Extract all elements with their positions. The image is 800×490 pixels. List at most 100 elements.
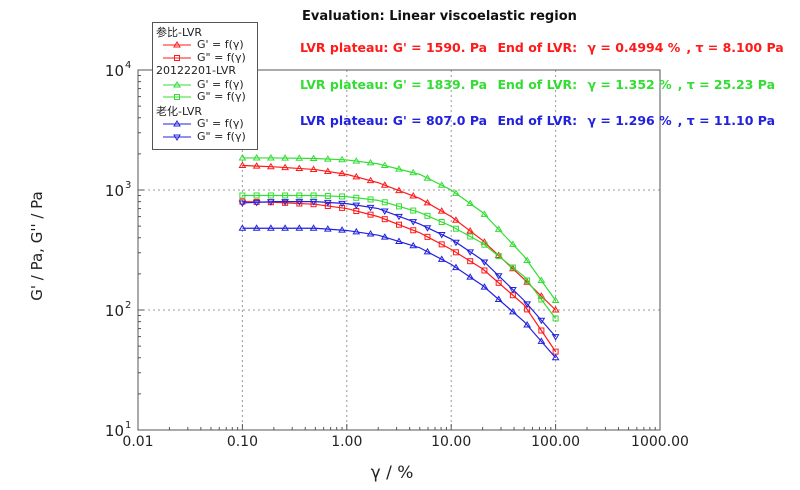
data-point <box>266 199 275 206</box>
series-layer <box>238 153 560 361</box>
lvr-plateau: LVR plateau: G' = 1839. Pa <box>300 77 488 92</box>
data-point <box>423 247 432 255</box>
data-point <box>266 162 275 170</box>
data-point <box>396 203 402 210</box>
data-point <box>253 192 260 199</box>
data-point <box>537 276 546 283</box>
data-point <box>352 227 361 235</box>
data-point <box>323 167 332 174</box>
data-point <box>367 196 374 203</box>
data-point <box>423 174 432 181</box>
lvr-end-label: End of LVR: <box>497 113 578 128</box>
data-point <box>524 277 531 284</box>
data-point <box>438 218 445 225</box>
data-point <box>537 337 546 344</box>
data-point <box>452 239 460 247</box>
data-point <box>395 186 403 194</box>
x-tick-label: 0.01 <box>122 434 153 450</box>
data-point <box>323 155 332 162</box>
lvr-tau: τ = 11.10 Pa <box>686 113 776 128</box>
data-point <box>480 259 489 266</box>
data-point <box>323 225 332 232</box>
data-point <box>466 273 475 280</box>
legend-group-sample: 20122201-LVR <box>156 64 237 77</box>
data-point <box>480 210 489 217</box>
data-point <box>551 306 560 313</box>
data-point <box>467 233 474 240</box>
data-point <box>424 212 431 219</box>
data-point <box>367 211 374 218</box>
x-tick-label: 0.10 <box>227 434 258 450</box>
data-point <box>467 258 474 265</box>
data-point <box>324 202 331 209</box>
series-4 <box>238 224 560 361</box>
data-point <box>295 224 304 231</box>
data-point <box>466 227 475 234</box>
data-point <box>437 255 446 262</box>
y-tick-label: 10 <box>105 62 124 80</box>
data-point <box>481 241 488 248</box>
y-tick-exponent: 1 <box>125 420 131 431</box>
data-point <box>423 225 432 232</box>
data-point <box>281 163 289 171</box>
data-point <box>323 199 332 207</box>
series-1 <box>239 198 559 355</box>
data-point <box>381 216 388 223</box>
lvr-end-label: End of LVR: <box>497 40 578 55</box>
lvr-tau: τ = 8.100 Pa <box>695 40 784 55</box>
data-point <box>281 224 289 231</box>
lvr-plateau: LVR plateau: G' = 807.0 Pa <box>300 113 488 128</box>
x-tick-label: 1.00 <box>331 434 362 450</box>
data-point <box>552 315 559 322</box>
data-point <box>266 153 275 161</box>
data-point <box>410 227 417 234</box>
y-tick-label: 10 <box>105 302 124 320</box>
data-point <box>252 162 261 169</box>
data-point <box>366 176 375 184</box>
data-point <box>537 317 546 325</box>
data-point <box>395 165 403 172</box>
data-point <box>281 154 289 161</box>
data-point <box>480 283 489 290</box>
data-point <box>252 199 261 207</box>
data-point <box>495 253 502 260</box>
x-tick-label: 100.00 <box>531 434 580 450</box>
data-point <box>509 287 517 294</box>
data-point <box>295 154 304 161</box>
lvr-end-label: End of LVR: <box>497 77 578 92</box>
lvr-tau: τ = 25.23 Pa <box>686 77 776 92</box>
x-tick-label: 10.00 <box>431 434 471 450</box>
data-point <box>409 192 418 199</box>
data-point <box>409 219 418 226</box>
y-tick-label: 10 <box>105 182 124 200</box>
data-point <box>452 225 459 232</box>
y-tick-label: 10 <box>105 422 124 440</box>
lvr-gamma: γ = 1.296 % <box>587 113 672 128</box>
series-line <box>242 201 557 352</box>
data-point <box>437 232 446 239</box>
data-point <box>495 279 502 286</box>
data-point <box>481 267 488 274</box>
data-point <box>438 241 445 248</box>
data-point <box>395 213 403 221</box>
y-tick-exponent: 3 <box>125 180 131 191</box>
data-point <box>494 273 503 280</box>
data-point <box>409 241 418 249</box>
data-point <box>238 224 247 231</box>
data-point <box>551 334 560 341</box>
data-point <box>380 181 389 188</box>
data-point <box>338 155 346 163</box>
data-point <box>296 200 303 207</box>
y-tick-exponent: 4 <box>125 60 131 71</box>
data-point <box>523 321 532 328</box>
data-point <box>538 327 545 334</box>
data-point <box>238 153 247 161</box>
legend-group-reference: 参比-LVR <box>156 26 203 39</box>
data-point <box>466 249 475 256</box>
data-point <box>267 192 274 199</box>
data-point <box>309 165 318 172</box>
lvr-result-sample: LVR plateau: G' = 1839. Pa End of LVR: γ… <box>300 77 776 92</box>
data-point <box>338 226 346 233</box>
data-point <box>551 353 560 361</box>
